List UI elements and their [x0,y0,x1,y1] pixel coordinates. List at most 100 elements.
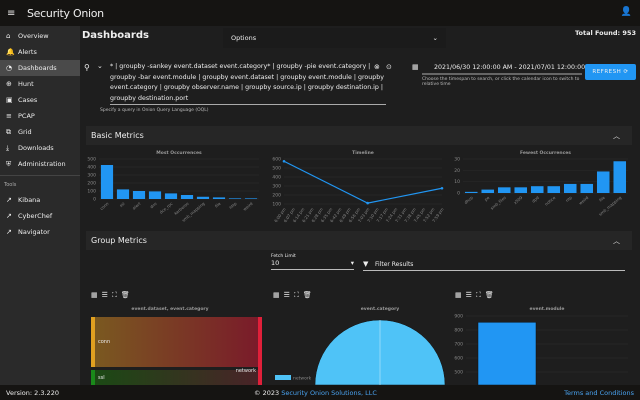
calendar-icon[interactable]: ▦ [412,63,419,71]
main: Dashboards Options ⌄ Total Found: 953 ⚲ ⌄… [80,26,640,385]
group-metrics-header[interactable]: Group Metrics ︿ [86,231,632,250]
date-range: ▦ 2021/06/30 12:00:00 AM - 2021/07/01 12… [412,63,585,87]
sidebar-item-overview[interactable]: ⌂ Overview [0,28,80,44]
refresh-label: REFRESH [592,69,622,75]
y-tick-label: 200 [87,181,96,187]
caret-down-icon: ▾ [350,259,354,267]
y-tick-label: 300 [87,173,96,179]
trash-icon[interactable]: 🗑 [484,291,494,299]
company-link[interactable]: Security Onion Solutions, LLC [281,388,377,397]
filter-icon: ▼ [363,260,369,268]
top-bar: ≡ Security Onion 👤 [0,0,640,26]
sidebar-item-dashboards[interactable]: ◔ Dashboards [0,60,80,76]
table-icon[interactable]: ▦ [455,291,462,299]
expand-icon[interactable]: ⛶ [293,291,299,299]
list-icon[interactable]: ☰ [465,291,472,299]
list-icon[interactable]: ☰ [283,291,290,299]
home-icon: ⌂ [6,32,11,40]
sankey-link [91,370,261,385]
sidebar-item-cyberchef[interactable]: ↗ CyberChef [0,208,80,224]
x-tick-label: weird [242,201,254,212]
expand-icon[interactable]: ⛶ [111,291,117,299]
y-tick-label: 600 [272,157,281,163]
sidebar-item-kibana[interactable]: ↗ Kibana [0,192,80,208]
refresh-button[interactable]: REFRESH ⟳ [585,64,636,80]
query-input[interactable]: * | groupby -sankey event.dataset event.… [110,62,386,105]
bar [116,189,130,199]
bar [530,186,544,193]
sidebar-item-label: Navigator [18,228,50,236]
external-link-icon: ↗ [6,212,12,220]
bar [547,186,561,193]
bar [244,198,258,199]
bar [481,189,495,193]
y-tick-label: 200 [272,193,281,199]
chart-title: event.category [361,306,400,312]
shield-icon: ⛨ [6,159,12,168]
chart-title: event.dataset, event.category [131,306,208,312]
timeline-point [366,201,369,205]
sidebar-item-label: Overview [18,32,49,40]
trash-icon[interactable]: 🗑 [120,291,130,299]
chevron-down-icon: ⌄ [432,34,438,42]
sidebar-item-alerts[interactable]: 🔔 Alerts [0,44,80,60]
search-icon[interactable]: ⚲ [84,63,90,72]
y-tick-label: 0 [457,191,460,197]
timeline-point [440,186,444,190]
chevron-up-icon[interactable]: ︿ [613,236,620,245]
sidebar-item-label: Kibana [18,196,41,204]
fetch-limit-value: 10 [271,259,280,267]
fetch-limit-select[interactable]: Fetch Limit 10 ▾ [271,254,354,270]
refresh-icon: ⟳ [623,69,629,75]
hamburger-icon[interactable]: ≡ [7,7,16,19]
clear-icon[interactable]: ⊗ [374,63,380,71]
bar [563,183,577,193]
briefcase-icon: ▣ [6,96,13,104]
footer: Version: 2.3.220 © 2023 Security Onion S… [0,385,640,400]
timeline-line [283,160,443,204]
sidebar-item-label: Grid [18,128,32,136]
sidebar: ⌂ Overview 🔔 Alerts ◔ Dashboards ⊕ Hunt ▣ Cases ≡ P… [0,26,80,385]
section-title: Group Metrics [91,236,147,245]
trash-icon[interactable]: 🗑 [302,291,312,299]
sankey-label: conn [98,339,110,345]
table-icon[interactable]: ▦ [91,291,98,299]
date-hint: Choose the timespan to search, or click … [422,77,580,87]
sidebar-item-hunt[interactable]: ⊕ Hunt [0,76,80,92]
chart-title: event.module [530,306,565,312]
y-tick-label: 10 [454,179,460,185]
sidebar-item-pcap[interactable]: ≡ PCAP [0,108,80,124]
sitemap-icon: ⧉ [6,127,11,136]
basic-metrics-header[interactable]: Basic Metrics ︿ [86,126,632,145]
tools-label: Tools [0,175,80,192]
sankey-node [91,317,95,367]
sidebar-item-grid[interactable]: ⧉ Grid [0,124,80,140]
expand-icon[interactable]: ⛶ [475,291,481,299]
x-tick-label: file [598,195,606,203]
sidebar-item-cases[interactable]: ▣ Cases [0,92,80,108]
chevron-up-icon[interactable]: ︿ [613,131,620,140]
reset-icon[interactable]: ⊙ [386,63,392,71]
sidebar-item-navigator[interactable]: ↗ Navigator [0,224,80,240]
filter-input[interactable]: Filter Results [363,261,625,271]
table-icon[interactable]: ▦ [273,291,280,299]
user-icon[interactable]: 👤 [620,7,632,17]
y-tick-label: 900 [454,314,463,320]
y-tick-label: 20 [454,168,460,174]
sidebar-item-downloads[interactable]: ⤓ Downloads [0,140,80,156]
chevron-down-icon[interactable]: ⌄ [97,62,103,70]
x-tick-label: weird [578,195,590,206]
y-tick-label: 400 [87,165,96,171]
sidebar-item-administration[interactable]: ⛨ Administration [0,156,80,172]
options-dropdown[interactable]: Options ⌄ [223,28,446,48]
x-tick-label: file [214,201,222,209]
list-icon[interactable]: ☰ [101,291,108,299]
terms-link[interactable]: Terms and Conditions [564,388,634,397]
bar [477,322,537,385]
date-range-input[interactable]: 2021/06/30 12:00:00 AM - 2021/07/01 12:0… [422,63,585,75]
x-tick-label: smb_files [489,195,507,211]
bar [132,191,146,199]
page-title: Dashboards [82,30,149,41]
x-tick-label: alert [131,201,142,211]
